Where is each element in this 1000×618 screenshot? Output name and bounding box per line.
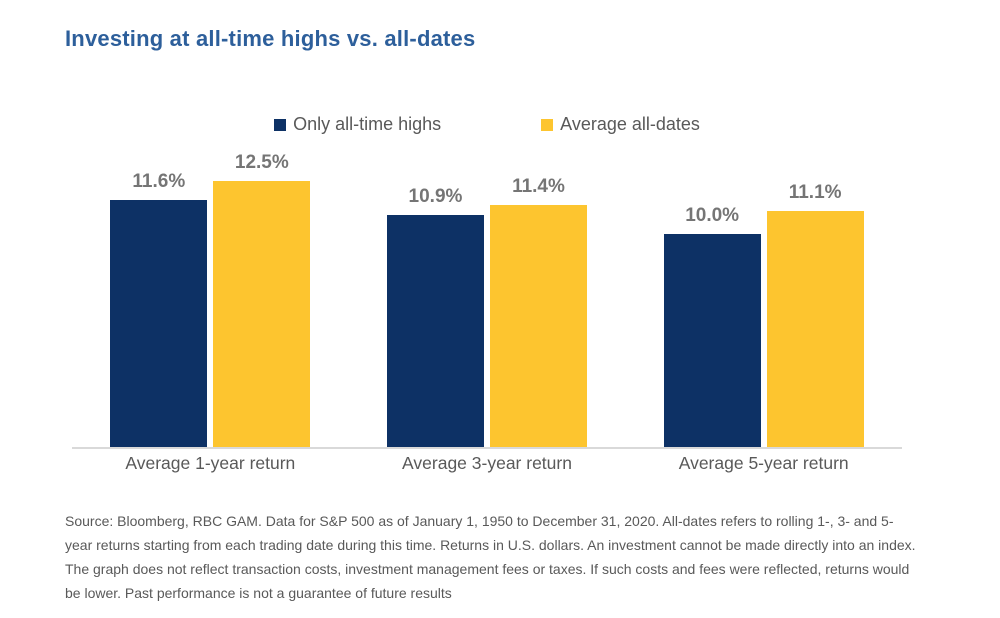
bar-col: 11.6% (110, 171, 208, 447)
value-label: 11.1% (788, 182, 842, 203)
legend: Only all-time highs Average all-dates (72, 114, 902, 135)
x-axis-labels: Average 1-year return Average 3-year retu… (72, 453, 902, 474)
bar-only-all-time-highs (110, 200, 208, 447)
bar-average-all-dates (489, 205, 587, 447)
plot-area: 11.6% 12.5% 10.9% 11.4% 10.0% 11.1% (72, 152, 902, 449)
bar-col: 10.0% (663, 205, 761, 447)
value-label: 11.4% (512, 176, 565, 197)
legend-item-average-all-dates: Average all-dates (541, 114, 700, 135)
category-label-average-3-year-return: Average 3-year return (402, 453, 572, 473)
bar-col: 10.9% (386, 186, 484, 447)
legend-swatch-icon (541, 118, 554, 131)
category-label-average-1-year-return: Average 1-year return (125, 453, 296, 473)
source-footnote: Source: Bloomberg, RBC GAM. Data for S&P… (65, 513, 916, 601)
legend-label: Average all-dates (560, 114, 700, 134)
value-label: 12.5% (234, 152, 289, 173)
bar-col: 11.4% (489, 176, 587, 447)
bar-group-average-1-year-return: 11.6% 12.5% (110, 152, 311, 447)
legend-item-only-all-time-highs: Only all-time highs (274, 114, 441, 135)
bar-col: 12.5% (213, 152, 311, 447)
value-label: 10.9% (408, 186, 463, 207)
legend-swatch-icon (274, 118, 287, 131)
bar-average-all-dates (213, 181, 311, 447)
value-label: 11.6% (132, 171, 186, 192)
bar-col: 11.1% (766, 182, 864, 447)
bar-group-average-5-year-return: 10.0% 11.1% (663, 182, 864, 447)
legend-label: Only all-time highs (293, 114, 442, 134)
bar-group-average-3-year-return: 10.9% 11.4% (386, 176, 587, 447)
category-label-average-5-year-return: Average 5-year return (678, 453, 849, 473)
bar-only-all-time-highs (663, 234, 761, 447)
value-label: 10.0% (685, 205, 740, 226)
bar-only-all-time-highs (386, 215, 484, 447)
chart-title: Investing at all-time highs vs. all-date… (65, 26, 476, 51)
bar-average-all-dates (766, 211, 864, 447)
